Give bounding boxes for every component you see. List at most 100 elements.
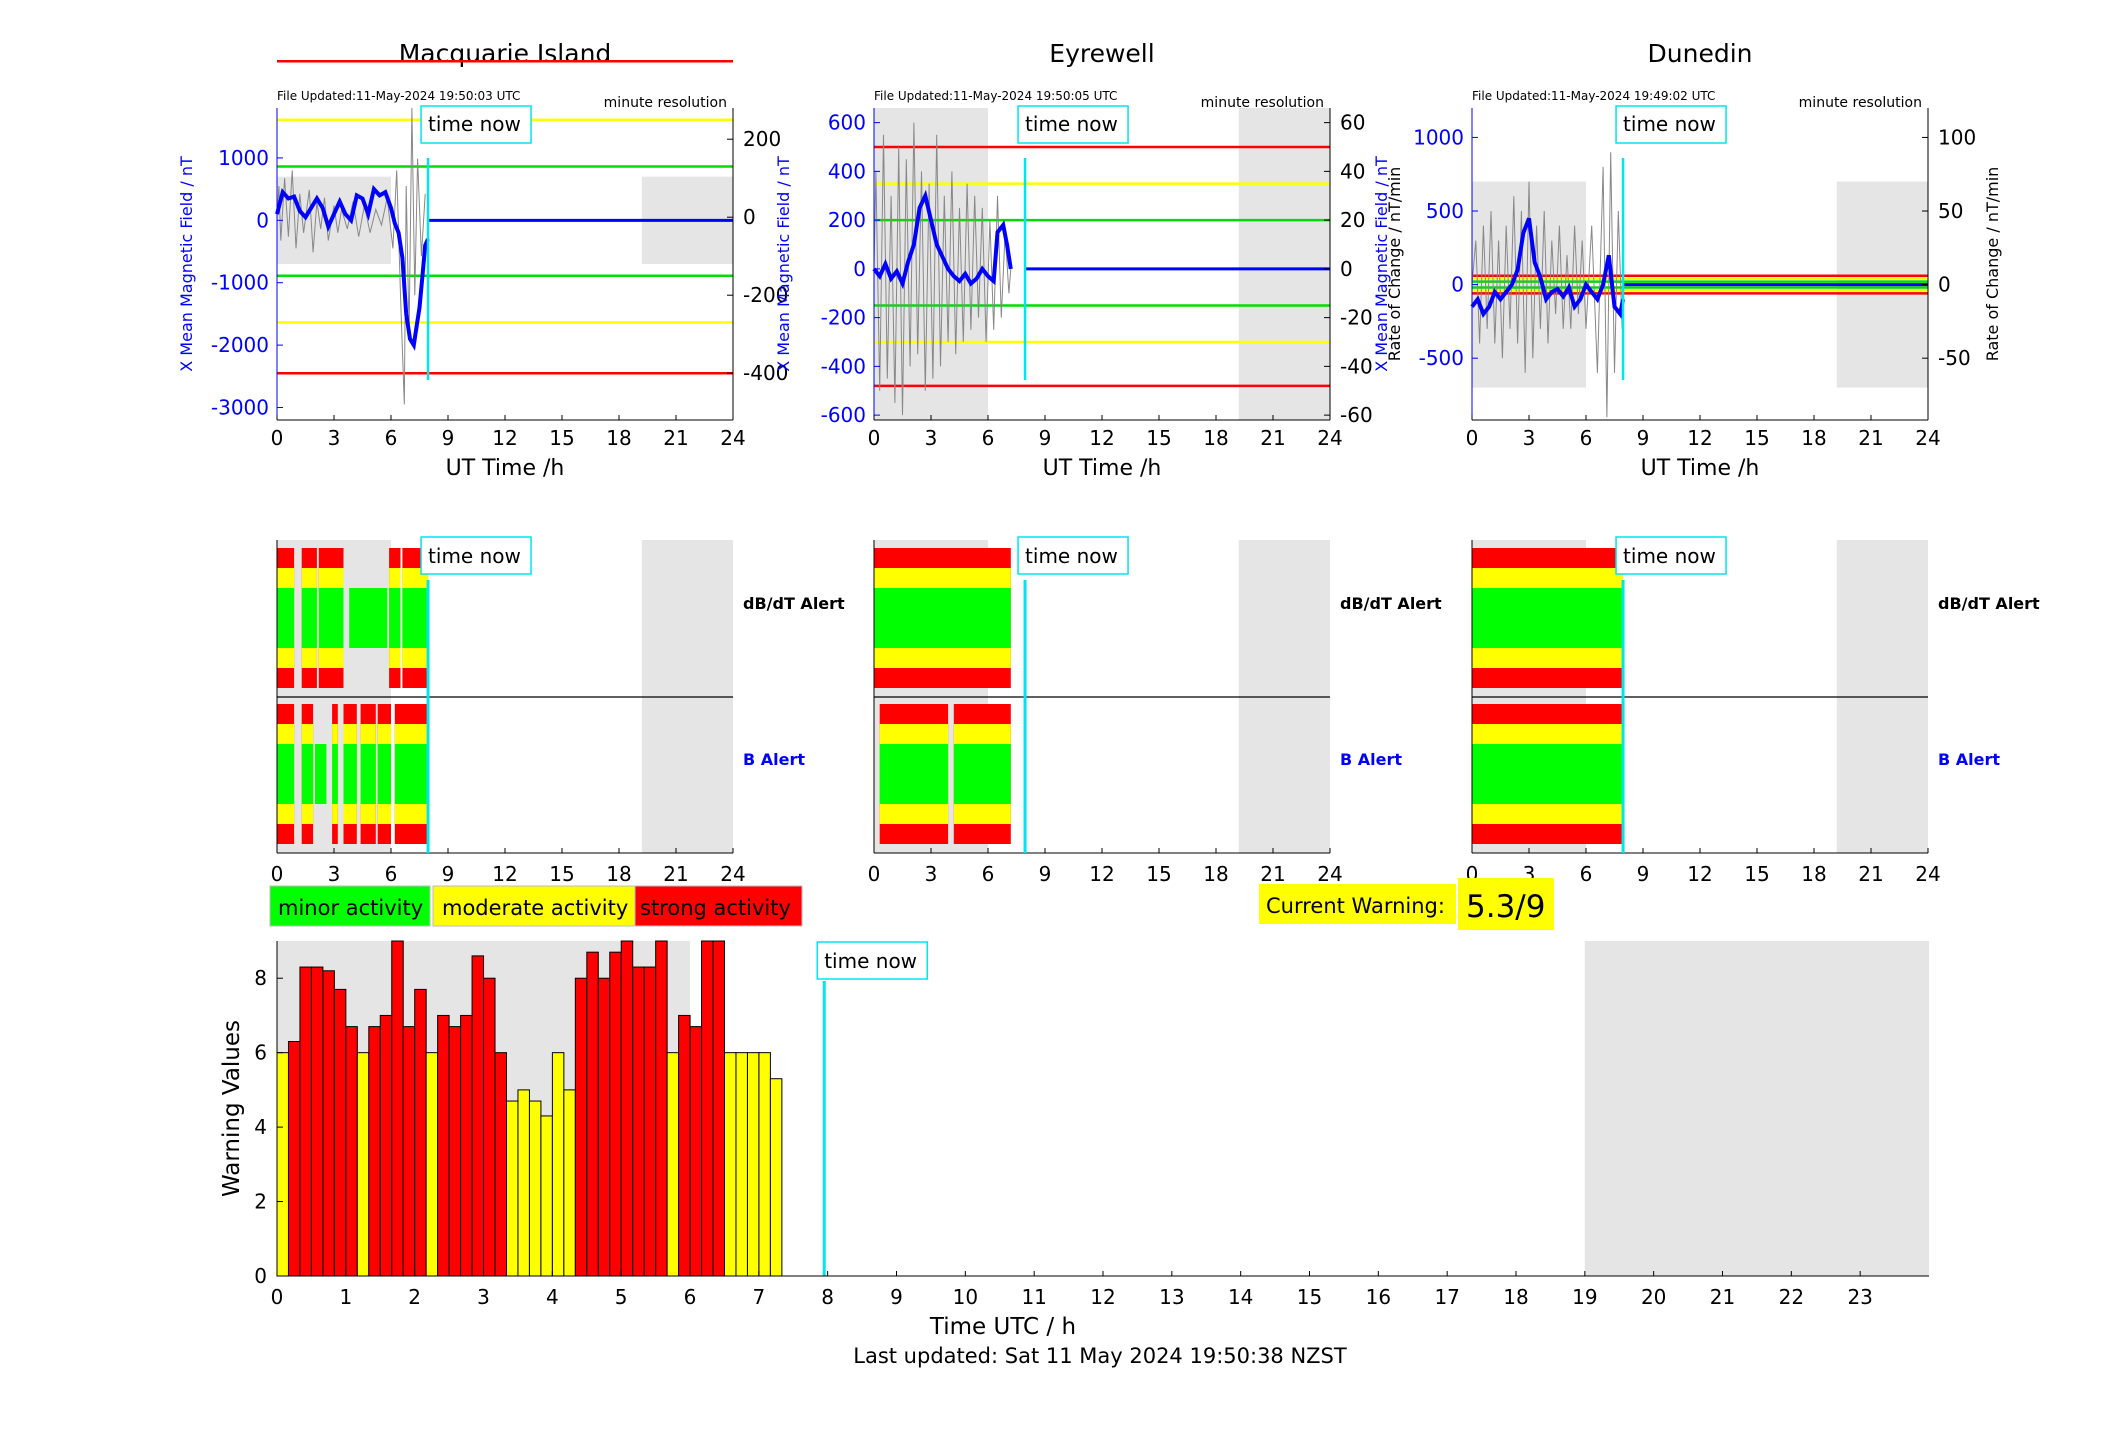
b-alert-bar	[879, 744, 949, 804]
db-dt-alert-bar	[402, 588, 429, 648]
left-tick-label: -400	[821, 354, 866, 378]
b-alert-bar	[343, 744, 357, 804]
left-tick-label: 200	[828, 208, 866, 232]
b-alert-label: B Alert	[743, 750, 805, 769]
db-dt-alert-bar	[318, 588, 344, 648]
x-tick-label: 13	[1159, 1285, 1184, 1309]
warning-bar	[724, 1052, 737, 1277]
warning-bar	[746, 1052, 760, 1277]
x-tick-label: 24	[720, 862, 745, 886]
legend-minor-swatch	[269, 885, 431, 927]
time-now-box	[1615, 105, 1727, 144]
warning-bar	[448, 1026, 462, 1277]
x-tick-label: 9	[442, 862, 455, 886]
left-axis-label: X Mean Magnetic Field / nT	[774, 156, 793, 372]
current-warning-label-box	[1259, 884, 1456, 924]
x-tick-label: 3	[925, 862, 938, 886]
right-tick-label: -20	[1340, 306, 1373, 330]
db-dt-alert-bar	[277, 588, 295, 648]
left-tick-label: 400	[828, 159, 866, 183]
x-tick-label: 24	[1915, 862, 1940, 886]
time-now-box	[1017, 536, 1129, 575]
alert-panels: time now dB/dT Alert B Alert 0 3 6 9 12 15 18 21 24…	[271, 536, 2040, 886]
time-now-label: time now	[1623, 544, 1716, 568]
x-tick-label: 23	[1847, 1285, 1872, 1309]
time-now-label: time now	[428, 544, 521, 568]
b-alert-bar	[315, 744, 327, 804]
time-now-box	[816, 941, 928, 980]
x-tick-label: 9	[1039, 862, 1052, 886]
x-tick-label: 0	[271, 862, 284, 886]
warning-bar	[643, 966, 657, 1277]
x-tick-label: 12	[1089, 426, 1114, 450]
x-tick-label: 6	[684, 1285, 697, 1309]
x-tick-label: 9	[1637, 862, 1650, 886]
warning-bar	[379, 1014, 393, 1277]
x-tick-label: 6	[385, 862, 398, 886]
time-now-label: time now	[428, 112, 521, 136]
current-warning-value: 5.3/9	[1466, 889, 1545, 925]
x-tick-label: 0	[271, 1285, 284, 1309]
warning-bar	[528, 1100, 542, 1277]
warning-bar	[299, 966, 312, 1277]
x-tick-label: 6	[1580, 426, 1593, 450]
warning-bar	[574, 977, 588, 1277]
warning-bar	[437, 1014, 450, 1277]
station-panel-0: Macquarie Island File Updated:11-May-2024…	[177, 39, 788, 481]
left-tick-label: 1000	[1413, 125, 1464, 149]
night-shade	[1584, 941, 1929, 1276]
warning-bar	[310, 966, 324, 1277]
legend-strong-label: strong activity	[640, 896, 791, 920]
warning-bar	[505, 1100, 519, 1277]
warning-bar	[368, 1026, 381, 1277]
warning-bar	[758, 1052, 771, 1277]
warning-bar	[769, 1078, 783, 1277]
x-tick-label: 0	[1466, 426, 1479, 450]
mean-field-trace	[872, 189, 1013, 290]
left-tick-label: -2000	[211, 333, 269, 357]
left-tick-label: 0	[853, 257, 866, 281]
x-tick-label: 12	[1687, 426, 1712, 450]
resolution-label: minute resolution	[1799, 95, 1922, 111]
x-tick-label: 3	[328, 862, 341, 886]
station-title: Eyrewell	[1049, 39, 1154, 68]
right-tick-label: -50	[1938, 346, 1971, 370]
x-tick-label: 15	[1744, 426, 1769, 450]
legend-moderate-swatch	[432, 885, 636, 927]
b-alert-label: B Alert	[1938, 750, 2000, 769]
x-tick-label: 18	[1801, 862, 1826, 886]
x-tick-label: 3	[925, 426, 938, 450]
activity-legend: minor activity moderate activity strong …	[269, 885, 803, 927]
station-title: Dunedin	[1648, 39, 1753, 68]
b-alert-bar	[301, 744, 314, 804]
x-tick-label: 15	[1146, 862, 1171, 886]
warning-bar	[735, 1052, 748, 1277]
x-tick-label: 21	[663, 862, 688, 886]
x-tick-label: 3	[328, 426, 341, 450]
warning-bar	[551, 1052, 565, 1277]
x-tick-label: 12	[492, 862, 517, 886]
warning-bar	[712, 940, 726, 1277]
magnetometer-panels: Macquarie Island File Updated:11-May-2024…	[177, 39, 2002, 481]
left-tick-label: -3000	[211, 396, 269, 420]
x-tick-label: 0	[868, 426, 881, 450]
y-tick-label: 2	[254, 1190, 267, 1214]
x-tick-label: 8	[821, 1285, 834, 1309]
db-dt-alert-bar	[349, 588, 388, 648]
x-tick-label: 15	[1744, 862, 1769, 886]
resolution-label: minute resolution	[604, 95, 727, 111]
mean-field-trace	[1470, 217, 1625, 319]
x-tick-label: 3	[477, 1285, 490, 1309]
warning-bar	[287, 1041, 301, 1277]
x-tick-label: 21	[1858, 862, 1883, 886]
x-tick-label: 9	[1039, 426, 1052, 450]
x-tick-label: 10	[953, 1285, 978, 1309]
right-tick-label: 40	[1340, 159, 1365, 183]
x-tick-label: 9	[1637, 426, 1650, 450]
warning-bar	[563, 1089, 576, 1277]
legend-moderate-label: moderate activity	[442, 896, 628, 920]
warning-bar	[483, 977, 496, 1277]
db-dt-alert-bar	[1472, 588, 1624, 648]
